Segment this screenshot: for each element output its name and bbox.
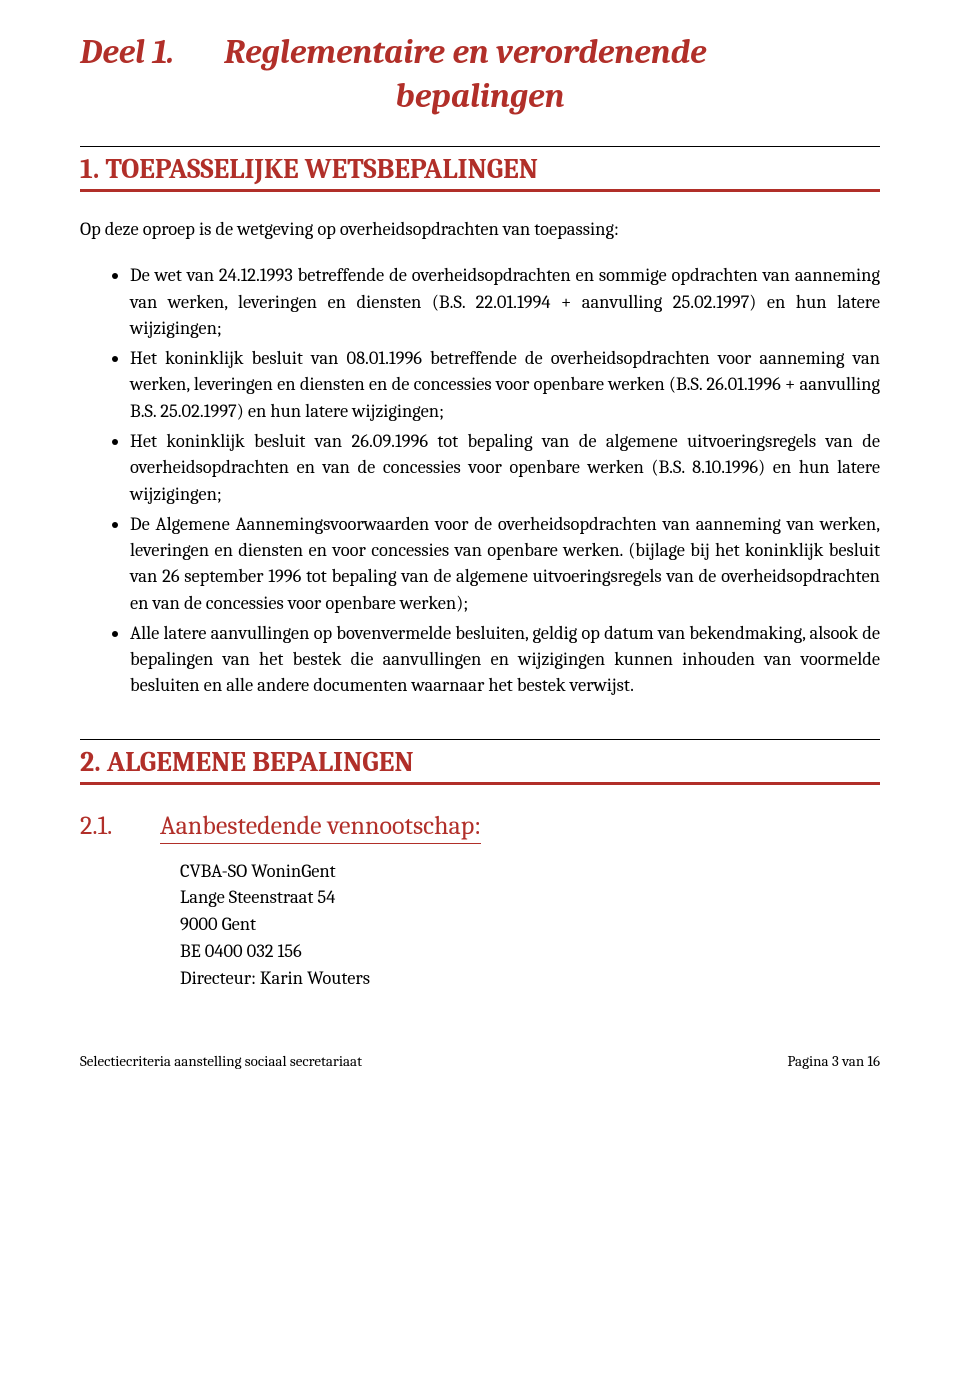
subsection-number: 2.1.: [80, 811, 160, 841]
legal-bullet-list: De wet van 24.12.1993 betreffende de ove…: [80, 262, 880, 698]
page-footer: Selectiecriteria aanstelling sociaal sec…: [80, 1052, 880, 1070]
legal-bullet: De wet van 24.12.1993 betreffende de ove…: [130, 262, 880, 341]
footer-page-number: Pagina 3 van 16: [787, 1052, 880, 1070]
company-details: CVBA-SO WoninGent Lange Steenstraat 54 9…: [180, 858, 880, 992]
subsection-2-1: 2.1. Aanbestedende vennootschap:: [80, 811, 880, 844]
section-divider-top: [80, 146, 880, 147]
company-director: Directeur: Karin Wouters: [180, 965, 880, 992]
legal-bullet: De Algemene Aannemingsvoorwaarden voor d…: [130, 511, 880, 616]
section1-intro: Op deze oproep is de wetgeving op overhe…: [80, 218, 880, 240]
legal-bullet: Het koninklijk besluit van 08.01.1996 be…: [130, 345, 880, 424]
company-street: Lange Steenstraat 54: [180, 884, 880, 911]
part-title-line2: bepalingen: [80, 74, 880, 118]
section-title-2: ALGEMENE BEPALINGEN: [107, 746, 414, 778]
section-heading-2: 2. ALGEMENE BEPALINGEN: [80, 746, 880, 785]
section-heading-1: 1. TOEPASSELIJKE WETSBEPALINGEN: [80, 153, 880, 192]
section-number-2: 2.: [80, 746, 101, 778]
footer-left: Selectiecriteria aanstelling sociaal sec…: [80, 1052, 362, 1070]
part-title-line1: Reglementaire en verordenende: [224, 32, 707, 72]
legal-bullet: Het koninklijk besluit van 26.09.1996 to…: [130, 428, 880, 507]
company-vat: BE 0400 032 156: [180, 938, 880, 965]
section-divider-top: [80, 739, 880, 740]
company-name: CVBA-SO WoninGent: [180, 858, 880, 885]
part-title: Deel 1. Reglementaire en verordenende bep…: [80, 30, 880, 118]
section-title-1: TOEPASSELIJKE WETSBEPALINGEN: [105, 153, 538, 185]
company-city: 9000 Gent: [180, 911, 880, 938]
subsection-title: Aanbestedende vennootschap:: [160, 811, 481, 844]
legal-bullet: Alle latere aanvullingen op bovenvermeld…: [130, 620, 880, 699]
section-number-1: 1.: [80, 153, 99, 185]
part-prefix: Deel 1.: [80, 30, 174, 74]
